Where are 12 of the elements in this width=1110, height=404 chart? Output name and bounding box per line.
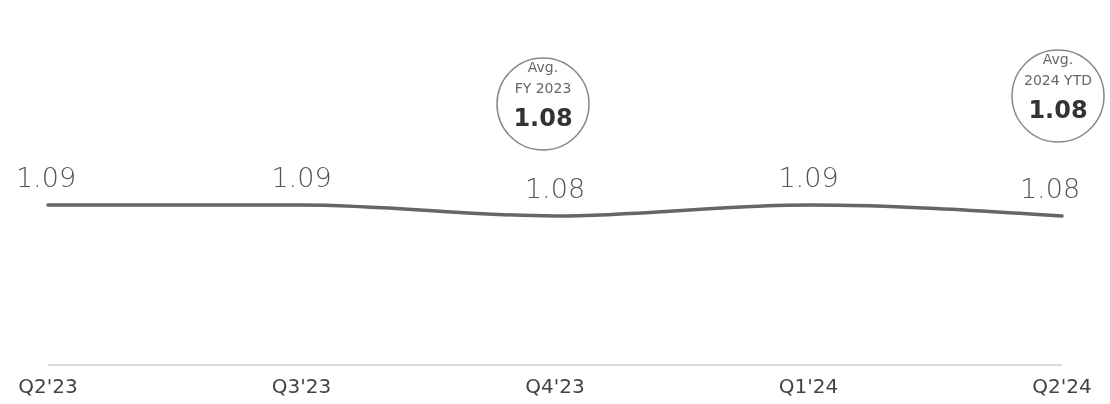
data-label: 1.09 — [778, 162, 839, 193]
data-label: 1.09 — [15, 162, 77, 193]
text: Avg. FY 2023 1.08 — [513, 59, 573, 132]
x-tick-label: Q2'24 — [1032, 374, 1092, 398]
data-label: 1.08 — [1019, 173, 1081, 204]
x-tick-label: Q2'23 — [18, 374, 78, 398]
data-label: 1.09 — [271, 162, 332, 193]
text: Avg. 2024 YTD 1.08 — [1024, 51, 1092, 124]
data-label: 1.08 — [524, 173, 586, 204]
x-tick-label: Q4'23 — [525, 374, 585, 398]
x-tick-label: Q3'23 — [271, 374, 332, 398]
x-tick-label: Q1'24 — [778, 374, 839, 398]
